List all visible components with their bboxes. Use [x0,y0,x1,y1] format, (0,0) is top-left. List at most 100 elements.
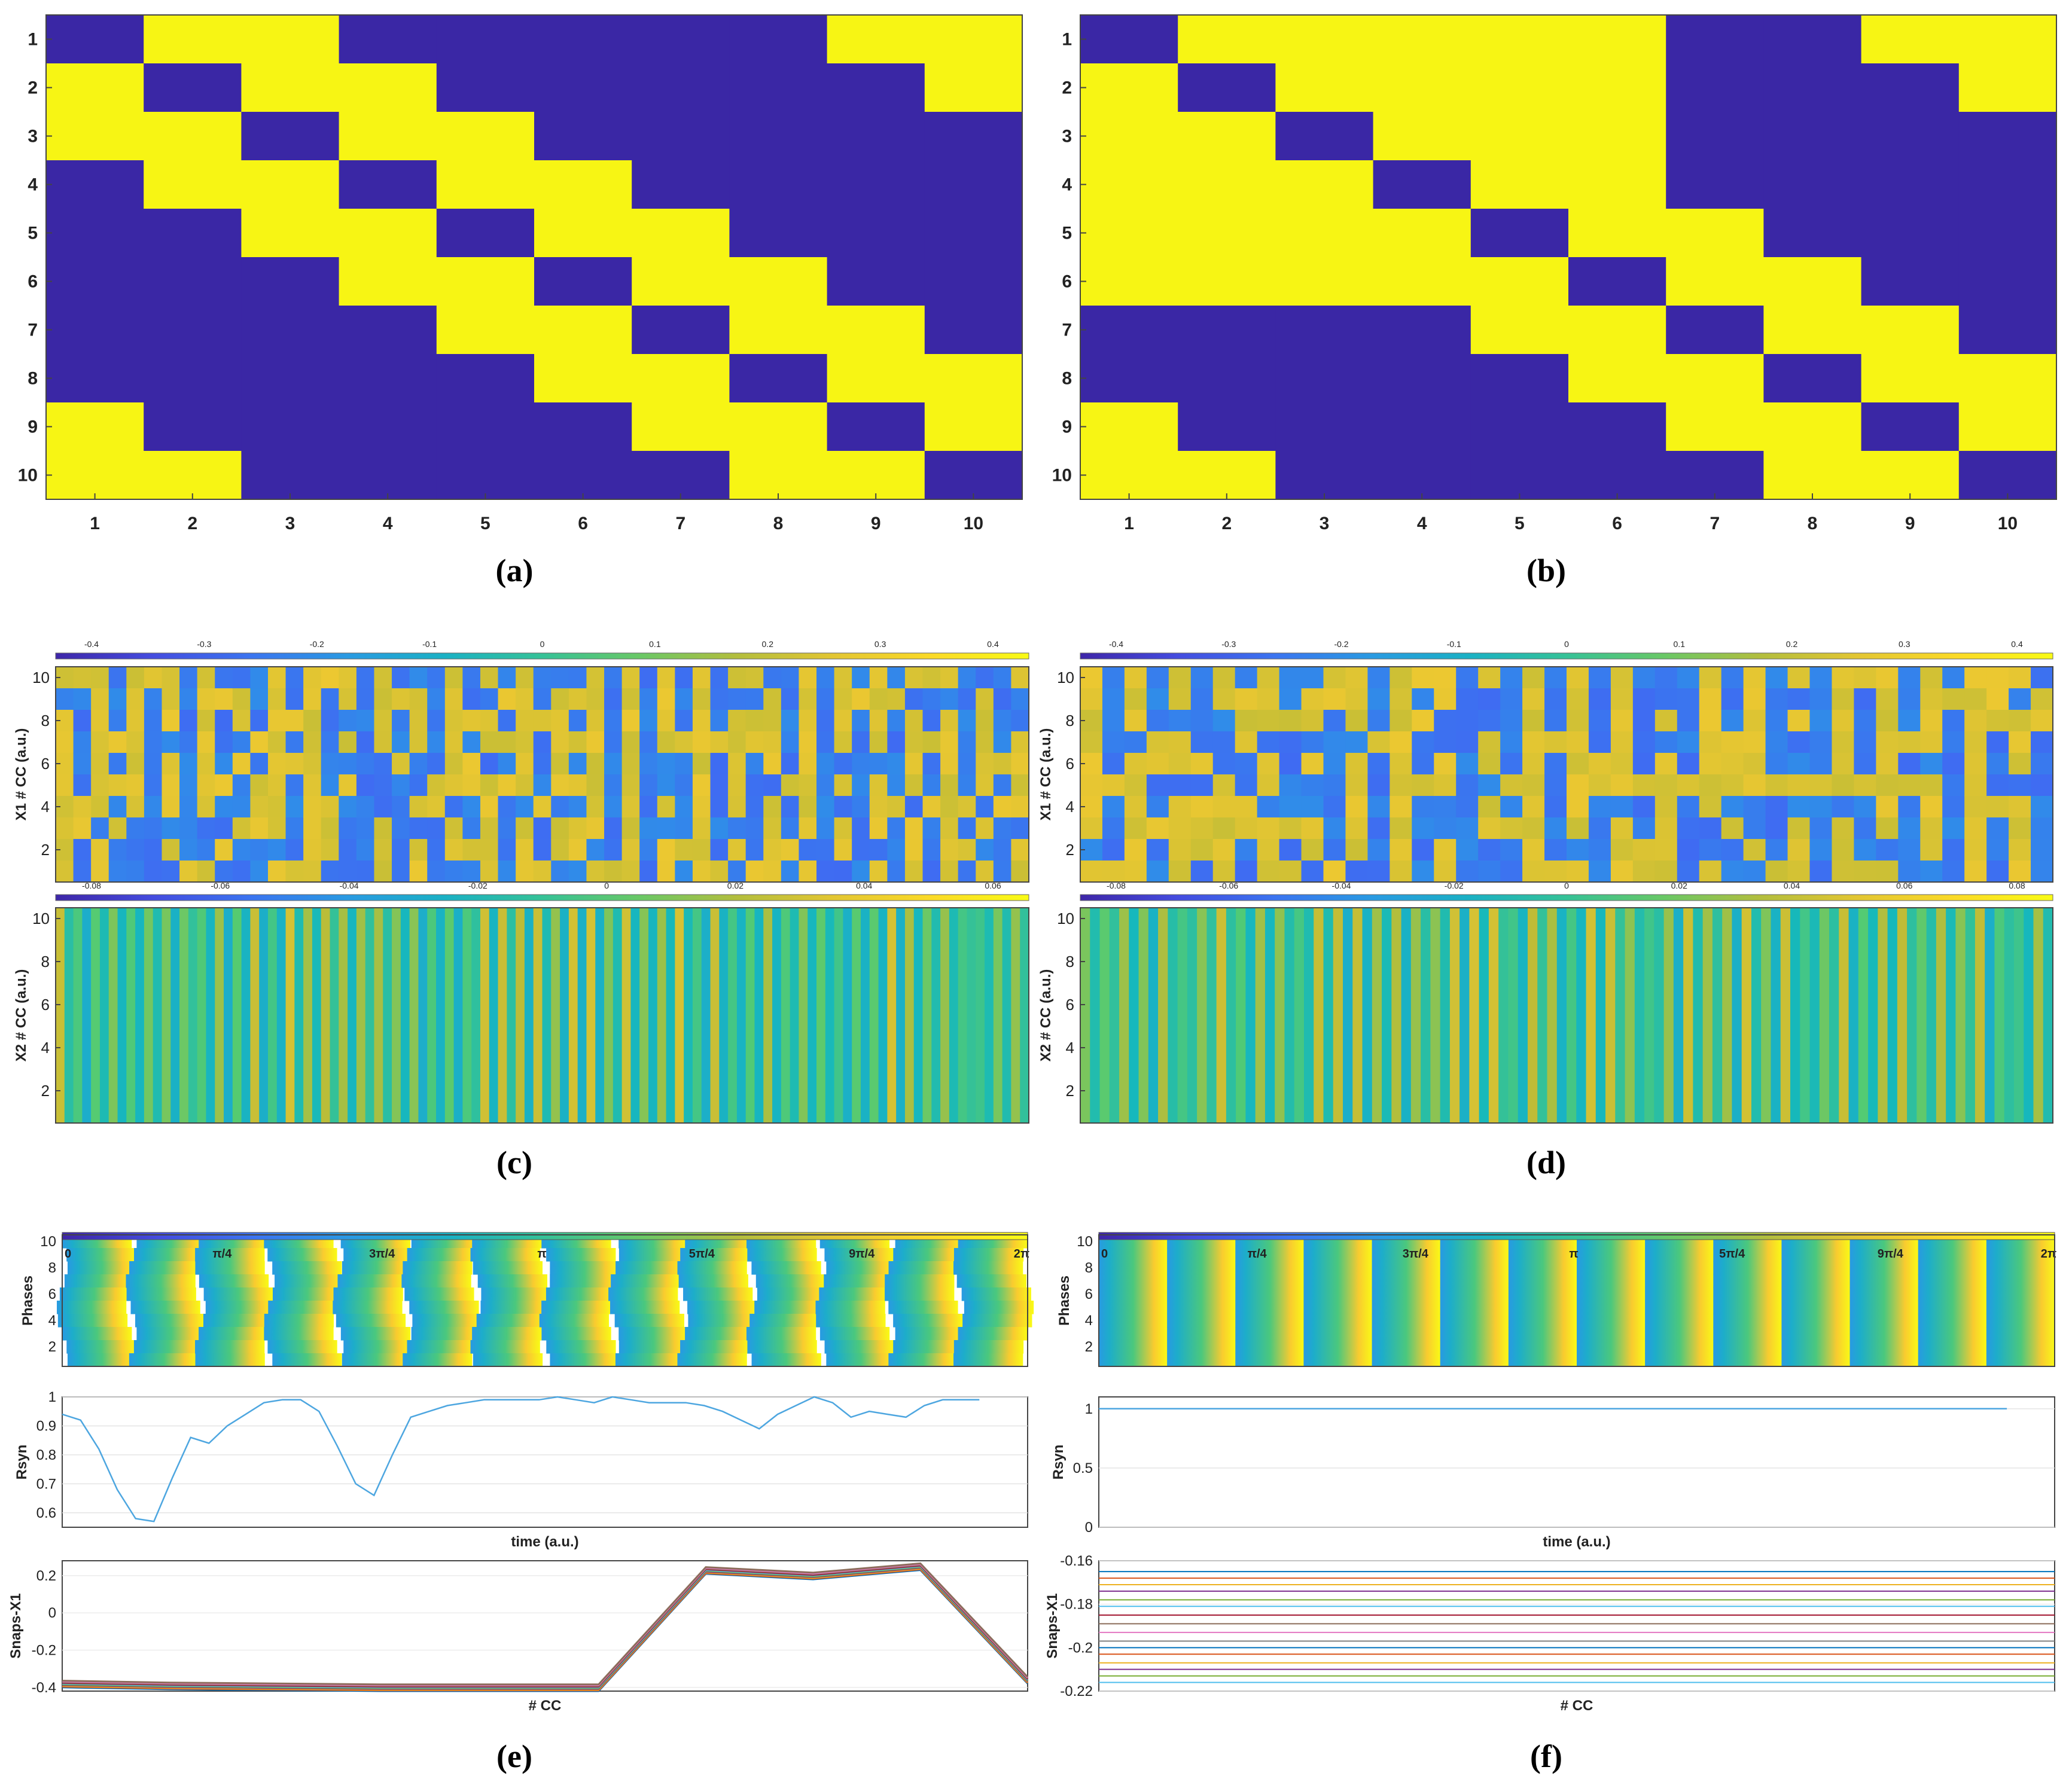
heat-cell [1301,710,1324,732]
phase-cell [1645,1340,1714,1354]
phase-cell [1986,1261,2055,1275]
y-tick-label: 10 [32,910,50,927]
phase-cell [340,1327,411,1341]
phase-cell [751,1353,821,1367]
x-axis-label: time (a.u.) [1543,1534,1610,1550]
heat-cell [1168,731,1192,753]
heat-cell [2031,861,2053,883]
heat-cell [1876,796,1899,818]
heat-cell [1809,817,1833,840]
phase-cell [953,1340,1024,1354]
heat-cell [427,817,446,840]
heat-cell [1809,710,1833,732]
phase-cell [1508,1314,1577,1328]
heat-cell [1323,817,1346,840]
phase-cell [1577,1327,1646,1341]
phase-cell [477,1274,548,1288]
heat-cell [692,861,711,883]
heat-cell [1677,753,1700,775]
heat-cell [392,710,410,732]
matrix-cell-r5-c8 [729,209,828,258]
heat-cell [533,861,551,883]
phase-cycle [333,1235,413,1367]
y-tick-label: 4 [1085,1313,1093,1329]
stripe-column [312,908,322,1123]
matrix-cell-r7-c2 [1178,306,1276,355]
heat-cell [250,774,269,797]
phase-cell [824,1274,894,1288]
y-axis-label: Snaps-X1 [1044,1593,1061,1658]
phase-cell [824,1340,894,1354]
matrix-cell-r6-c3 [241,257,340,306]
phase-cell [126,1287,196,1301]
phase-cell [473,1353,543,1367]
phase-cell [1303,1248,1373,1262]
heat-cell [267,731,287,753]
heat-cell [887,688,906,710]
stripe-column [1294,908,1305,1123]
stripe-column [1878,908,1888,1123]
heat-cell [267,839,287,861]
stripe-column [1897,908,1908,1123]
stripe-column [267,908,278,1123]
heat-cell [710,861,729,883]
heat-cell [250,731,269,753]
heat-cell [267,667,287,689]
heat-cell [551,688,569,710]
phase-cell [541,1301,611,1314]
heat-cell [303,753,322,775]
matrix-cell-r1-c5 [436,15,535,64]
heat-cell [816,839,835,861]
heat-cell [1854,731,1876,753]
heat-cell [993,753,1012,775]
heat-cell [710,667,729,689]
heat-cell [1610,861,1634,883]
heat-cell [904,861,924,883]
heat-cell [781,774,800,797]
matrix-cell-r8-c5 [436,354,535,403]
heat-cell [2009,731,2031,753]
phase-cell [754,1301,824,1314]
heat-cell [1212,710,1236,732]
heat-cell [374,688,392,710]
heat-cell [1279,710,1302,732]
heat-cell [1809,688,1833,710]
heat-cell [1257,774,1280,797]
colorbar-tick-label: -0.3 [1221,639,1236,649]
matrix-cell-r3-c1 [1080,112,1178,161]
stripe-column [1500,667,1523,883]
heat-cell [409,688,428,710]
heat-cell [285,817,304,840]
matrix-cell-r10-c4 [1373,451,1471,500]
phase-cell [1986,1274,2055,1288]
matrix-cell-r3-c4 [1373,112,1471,161]
x-tick-label: 4 [383,514,393,533]
heat-cell [1146,774,1169,797]
heat-cell [1478,774,1501,797]
heat-cell [904,667,924,689]
heat-cell [1920,817,1943,840]
heat-cell [1699,710,1722,732]
phase-cell [747,1248,817,1262]
heat-cell [1456,796,1479,818]
stripe-column [1975,908,1985,1123]
heat-cell [1787,667,1811,689]
phase-cell [1372,1261,1441,1275]
phase-cell [403,1261,473,1275]
x-tick-label: 8 [1808,514,1818,533]
heat-cell [444,688,463,710]
phase-cell [888,1301,958,1314]
heat-cell [1279,753,1302,775]
heat-cell [586,710,605,732]
matrix-cell-r9-c2 [1178,402,1276,451]
heat-cell [852,710,870,732]
colorbar [1080,894,2053,901]
phase-cycle [401,1235,482,1367]
matrix-cell-r1-c7 [632,15,730,64]
stripe-column [1508,908,1519,1123]
heat-cell [444,667,463,689]
heat-cell [834,839,852,861]
heat-cell [586,861,605,883]
heat-cell [480,688,499,710]
phase-cell [677,1261,747,1275]
